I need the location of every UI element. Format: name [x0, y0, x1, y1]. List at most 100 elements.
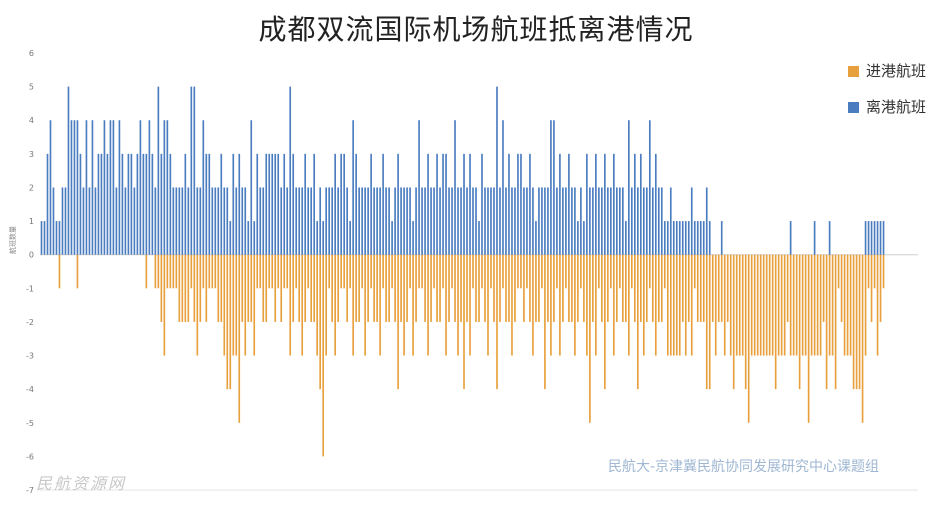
bar-arrivals: [274, 254, 277, 322]
bar-departures: [625, 221, 627, 255]
bar-arrivals: [777, 254, 780, 356]
bar-departures: [313, 153, 316, 255]
bar-arrivals: [669, 254, 672, 356]
bar-departures: [295, 187, 298, 255]
bar-departures: [250, 120, 253, 255]
bar-departures: [76, 120, 79, 255]
bar-arrivals: [711, 254, 714, 322]
bar-arrivals: [756, 254, 759, 356]
bar-arrivals: [550, 254, 552, 356]
y-tick-label: 1: [29, 217, 34, 226]
bar-arrivals: [822, 254, 825, 322]
bar-arrivals: [481, 254, 483, 289]
bar-arrivals: [244, 254, 247, 356]
bar-arrivals: [358, 254, 360, 322]
bar-departures: [304, 153, 307, 255]
bar-departures: [235, 187, 238, 255]
bar-arrivals: [193, 254, 196, 322]
bar-arrivals: [720, 254, 723, 322]
bar-departures: [88, 187, 91, 255]
bar-departures: [115, 187, 118, 255]
bar-arrivals: [403, 254, 405, 356]
bar-departures: [358, 187, 360, 255]
bar-arrivals: [166, 254, 169, 289]
bar-arrivals: [660, 254, 663, 322]
bar-departures: [430, 187, 432, 255]
bar-arrivals: [478, 254, 480, 322]
bar-arrivals: [672, 254, 675, 356]
bar-departures: [349, 221, 351, 255]
bar-departures: [337, 187, 339, 255]
bar-departures: [514, 187, 516, 255]
bar-arrivals: [717, 254, 720, 322]
bar-departures: [559, 153, 561, 255]
bar-departures: [208, 153, 211, 255]
bar-arrivals: [490, 254, 492, 289]
bar-arrivals: [304, 254, 307, 322]
bar-arrivals: [801, 254, 804, 356]
y-tick-label: -6: [26, 452, 34, 461]
bar-arrivals: [277, 254, 280, 289]
bar-arrivals: [280, 254, 283, 322]
bar-departures: [376, 187, 378, 255]
bar-arrivals: [622, 254, 624, 322]
bar-arrivals: [214, 254, 217, 289]
bar-arrivals: [628, 254, 630, 356]
bar-departures: [882, 221, 885, 255]
bar-departures: [145, 153, 148, 255]
bar-arrivals: [867, 254, 870, 289]
watermark-research-group: 民航大-京津冀民航协同发展研究中心课题组: [608, 459, 880, 475]
bar-arrivals: [463, 254, 465, 390]
bar-arrivals: [520, 254, 522, 289]
bar-arrivals: [663, 254, 666, 289]
bar-arrivals: [651, 254, 654, 322]
bar-departures: [436, 153, 438, 255]
y-tick-label: 5: [29, 83, 34, 92]
bar-arrivals: [657, 254, 660, 322]
bar-departures: [223, 187, 226, 255]
bar-arrivals: [379, 254, 381, 356]
bar-arrivals: [217, 254, 220, 322]
bar-departures: [391, 221, 393, 255]
bar-departures: [604, 153, 606, 255]
bar-arrivals: [409, 254, 411, 289]
bar-departures: [199, 187, 202, 255]
bar-departures: [256, 153, 259, 255]
bar-arrivals: [394, 254, 396, 322]
bar-departures: [268, 153, 271, 255]
bar-arrivals: [750, 254, 753, 356]
bar-arrivals: [349, 254, 351, 289]
bar-arrivals: [708, 254, 711, 390]
watermark-logo: 民航资源网: [36, 474, 127, 493]
bar-departures: [58, 221, 61, 255]
bar-arrivals: [397, 254, 399, 390]
bar-arrivals: [529, 254, 531, 322]
bar-arrivals: [175, 254, 178, 289]
bar-arrivals: [262, 254, 265, 322]
bar-departures: [301, 187, 304, 255]
bar-arrivals: [648, 254, 651, 289]
bar-arrivals: [292, 254, 295, 322]
y-tick-label: 6: [29, 49, 34, 58]
y-tick-label: -7: [26, 486, 34, 495]
bar-arrivals: [250, 254, 253, 322]
bar-departures: [67, 86, 70, 255]
bar-departures: [660, 187, 663, 255]
bar-arrivals: [696, 254, 699, 322]
bar-arrivals: [307, 254, 310, 289]
bar-arrivals: [544, 254, 546, 390]
bar-arrivals: [768, 254, 771, 356]
bar-arrivals: [331, 254, 333, 322]
bar-departures: [496, 86, 498, 255]
bar-departures: [616, 187, 618, 255]
bar-departures: [64, 187, 67, 255]
bar-departures: [166, 120, 169, 255]
bar-departures: [259, 187, 262, 255]
bar-departures: [97, 153, 100, 255]
bar-departures: [277, 153, 280, 255]
bar-arrivals: [864, 254, 867, 356]
bar-arrivals: [759, 254, 762, 356]
bar-arrivals: [592, 254, 594, 322]
bar-arrivals: [445, 254, 447, 356]
bar-arrivals: [76, 254, 79, 289]
